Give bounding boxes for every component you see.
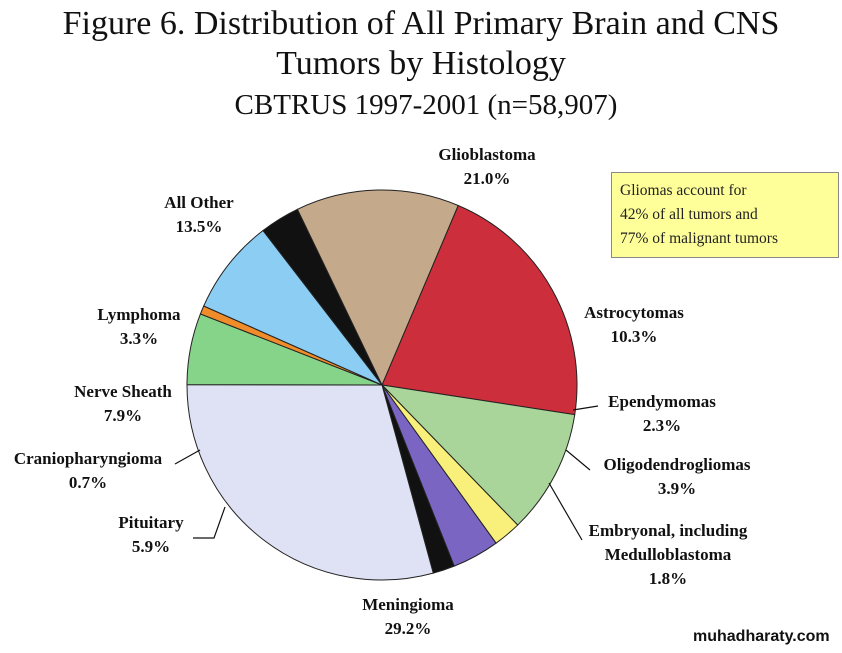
leader-line-ependymomas	[572, 405, 599, 411]
slice-label-nerve-sheath: Nerve Sheath	[74, 382, 172, 401]
slice-value-glioblastoma: 21.0%	[464, 169, 511, 188]
slice-label-pituitary: Pituitary	[118, 513, 184, 532]
leader-line-embryonal-including-medulloblastoma	[548, 482, 583, 541]
callout-line-3: 77% of malignant tumors	[620, 230, 778, 247]
pie-slice-meningioma	[186, 384, 434, 581]
slice-label-glioblastoma: Glioblastoma	[438, 145, 536, 164]
pie-slice-glioblastoma	[381, 204, 578, 416]
slice-label-embryonal-including-medulloblastoma-line-1: Embryonal, including	[589, 521, 748, 540]
slice-label-meningioma: Meningioma	[362, 595, 454, 614]
slice-label-craniopharyngioma: Craniopharyngioma	[14, 449, 163, 468]
pie-slice-astrocytomas	[380, 384, 576, 526]
leader-line-pituitary	[193, 506, 226, 539]
slice-value-craniopharyngioma: 0.7%	[69, 473, 107, 492]
leader-line-oligodendrogliomas	[565, 449, 591, 471]
watermark: muhadharaty.com	[693, 628, 830, 645]
slice-value-ependymomas: 2.3%	[643, 416, 681, 435]
slice-label-lymphoma: Lymphoma	[97, 305, 181, 324]
slice-label-astrocytomas: Astrocytomas	[584, 303, 684, 322]
slice-label-ependymomas: Ependymomas	[608, 392, 716, 411]
slice-value-astrocytomas: 10.3%	[611, 327, 658, 346]
callout-line-1: Gliomas account for	[620, 182, 747, 199]
slice-label-oligodendrogliomas: Oligodendrogliomas	[603, 455, 750, 474]
slice-labels: Glioblastoma 21.0% Astrocytomas 10.3% Ependy…	[14, 145, 751, 638]
slice-value-pituitary: 5.9%	[132, 537, 170, 556]
slice-value-meningioma: 29.2%	[385, 619, 432, 638]
slice-value-nerve-sheath: 7.9%	[104, 406, 142, 425]
leader-lines	[174, 405, 599, 541]
chart-title: Figure 6. Distribution of All Primary Br…	[0, 4, 842, 84]
slice-value-lymphoma: 3.3%	[120, 329, 158, 348]
chart-subtitle: CBTRUS 1997-2001 (n=58,907)	[234, 89, 618, 121]
slice-label-all-other: All Other	[164, 193, 234, 212]
pie-slice-all-other	[296, 189, 459, 387]
callout-line-2: 42% of all tumors and	[620, 206, 758, 223]
slice-value-oligodendrogliomas: 3.9%	[658, 479, 696, 498]
chart-title-line-1: Figure 6. Distribution of All Primary Br…	[62, 5, 780, 42]
slice-label-embryonal-including-medulloblastoma-line-2: Medulloblastoma	[605, 545, 732, 564]
slice-value-embryonal-including-medulloblastoma: 1.8%	[649, 569, 687, 588]
pie-slices	[186, 189, 578, 581]
slice-value-all-other: 13.5%	[176, 217, 223, 236]
chart-title-line-2: Tumors by Histology	[276, 45, 566, 82]
leader-line-craniopharyngioma	[174, 449, 201, 465]
gliomas-callout-box: Gliomas account for 42% of all tumors an…	[611, 172, 839, 258]
pie-slice-nerve-sheath	[203, 229, 383, 386]
